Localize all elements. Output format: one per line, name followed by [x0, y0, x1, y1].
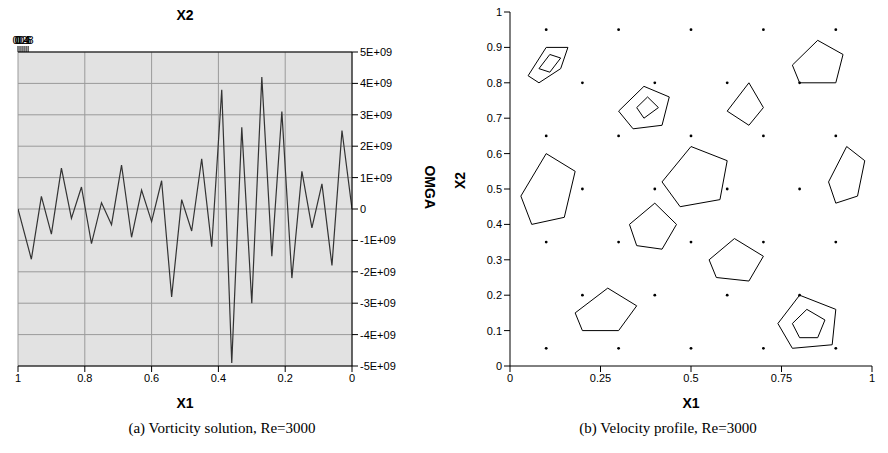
svg-text:X1: X1: [682, 395, 699, 411]
html-text:(b) Velocity profile, Re=3000: (b) Velocity profile, Re=3000: [579, 420, 757, 436]
svg-text:1E+09: 1E+09: [360, 172, 392, 184]
svg-text:4E+09: 4E+09: [360, 77, 392, 89]
svg-text:0.8: 0.8: [77, 372, 92, 384]
svg-text:-1E+09: -1E+09: [360, 234, 396, 246]
svg-text:1: 1: [869, 372, 875, 384]
svg-text:0.4: 0.4: [487, 218, 502, 230]
svg-text:0.8: 0.8: [18, 34, 33, 46]
svg-text:-5E+09: -5E+09: [360, 360, 396, 372]
svg-text:0.5: 0.5: [683, 372, 698, 384]
svg-text:3E+09: 3E+09: [360, 109, 392, 121]
svg-text:0.7: 0.7: [487, 112, 502, 124]
svg-text:0: 0: [507, 372, 513, 384]
svg-text:1: 1: [15, 372, 21, 384]
svg-text:0.8: 0.8: [487, 77, 502, 89]
svg-text:1: 1: [25, 34, 31, 46]
svg-text:0.5: 0.5: [487, 183, 502, 195]
svg-text:0.3: 0.3: [487, 254, 502, 266]
svg-text:-3E+09: -3E+09: [360, 297, 396, 309]
svg-text:0: 0: [496, 360, 502, 372]
svg-text:0.2: 0.2: [487, 289, 502, 301]
svg-text:0: 0: [360, 203, 366, 215]
svg-text:0.6: 0.6: [487, 148, 502, 160]
svg-text:0.75: 0.75: [771, 372, 792, 384]
svg-text:0.9: 0.9: [487, 41, 502, 53]
svg-text:0.6: 0.6: [144, 372, 159, 384]
html-text:(a) Vorticity solution, Re=300: (a) Vorticity solution, Re=3000: [128, 420, 316, 436]
svg-text:0: 0: [349, 372, 355, 384]
svg-text:-4E+09: -4E+09: [360, 329, 396, 341]
svg-text:2E+09: 2E+09: [360, 140, 392, 152]
svg-text:5E+09: 5E+09: [360, 46, 392, 58]
svg-text:-2E+09: -2E+09: [360, 266, 396, 278]
svg-text:0.4: 0.4: [211, 372, 226, 384]
svg-text:0.2: 0.2: [278, 372, 293, 384]
svg-text:X1: X1: [176, 395, 193, 411]
svg-text:0.1: 0.1: [487, 325, 502, 337]
svg-text:0.6: 0.6: [16, 34, 32, 46]
svg-text:0.25: 0.25: [590, 372, 611, 384]
svg-text:OMGA: OMGA: [422, 165, 438, 209]
svg-text:X2: X2: [452, 172, 468, 189]
svg-text:X2: X2: [176, 7, 193, 23]
svg-text:1: 1: [496, 6, 502, 18]
